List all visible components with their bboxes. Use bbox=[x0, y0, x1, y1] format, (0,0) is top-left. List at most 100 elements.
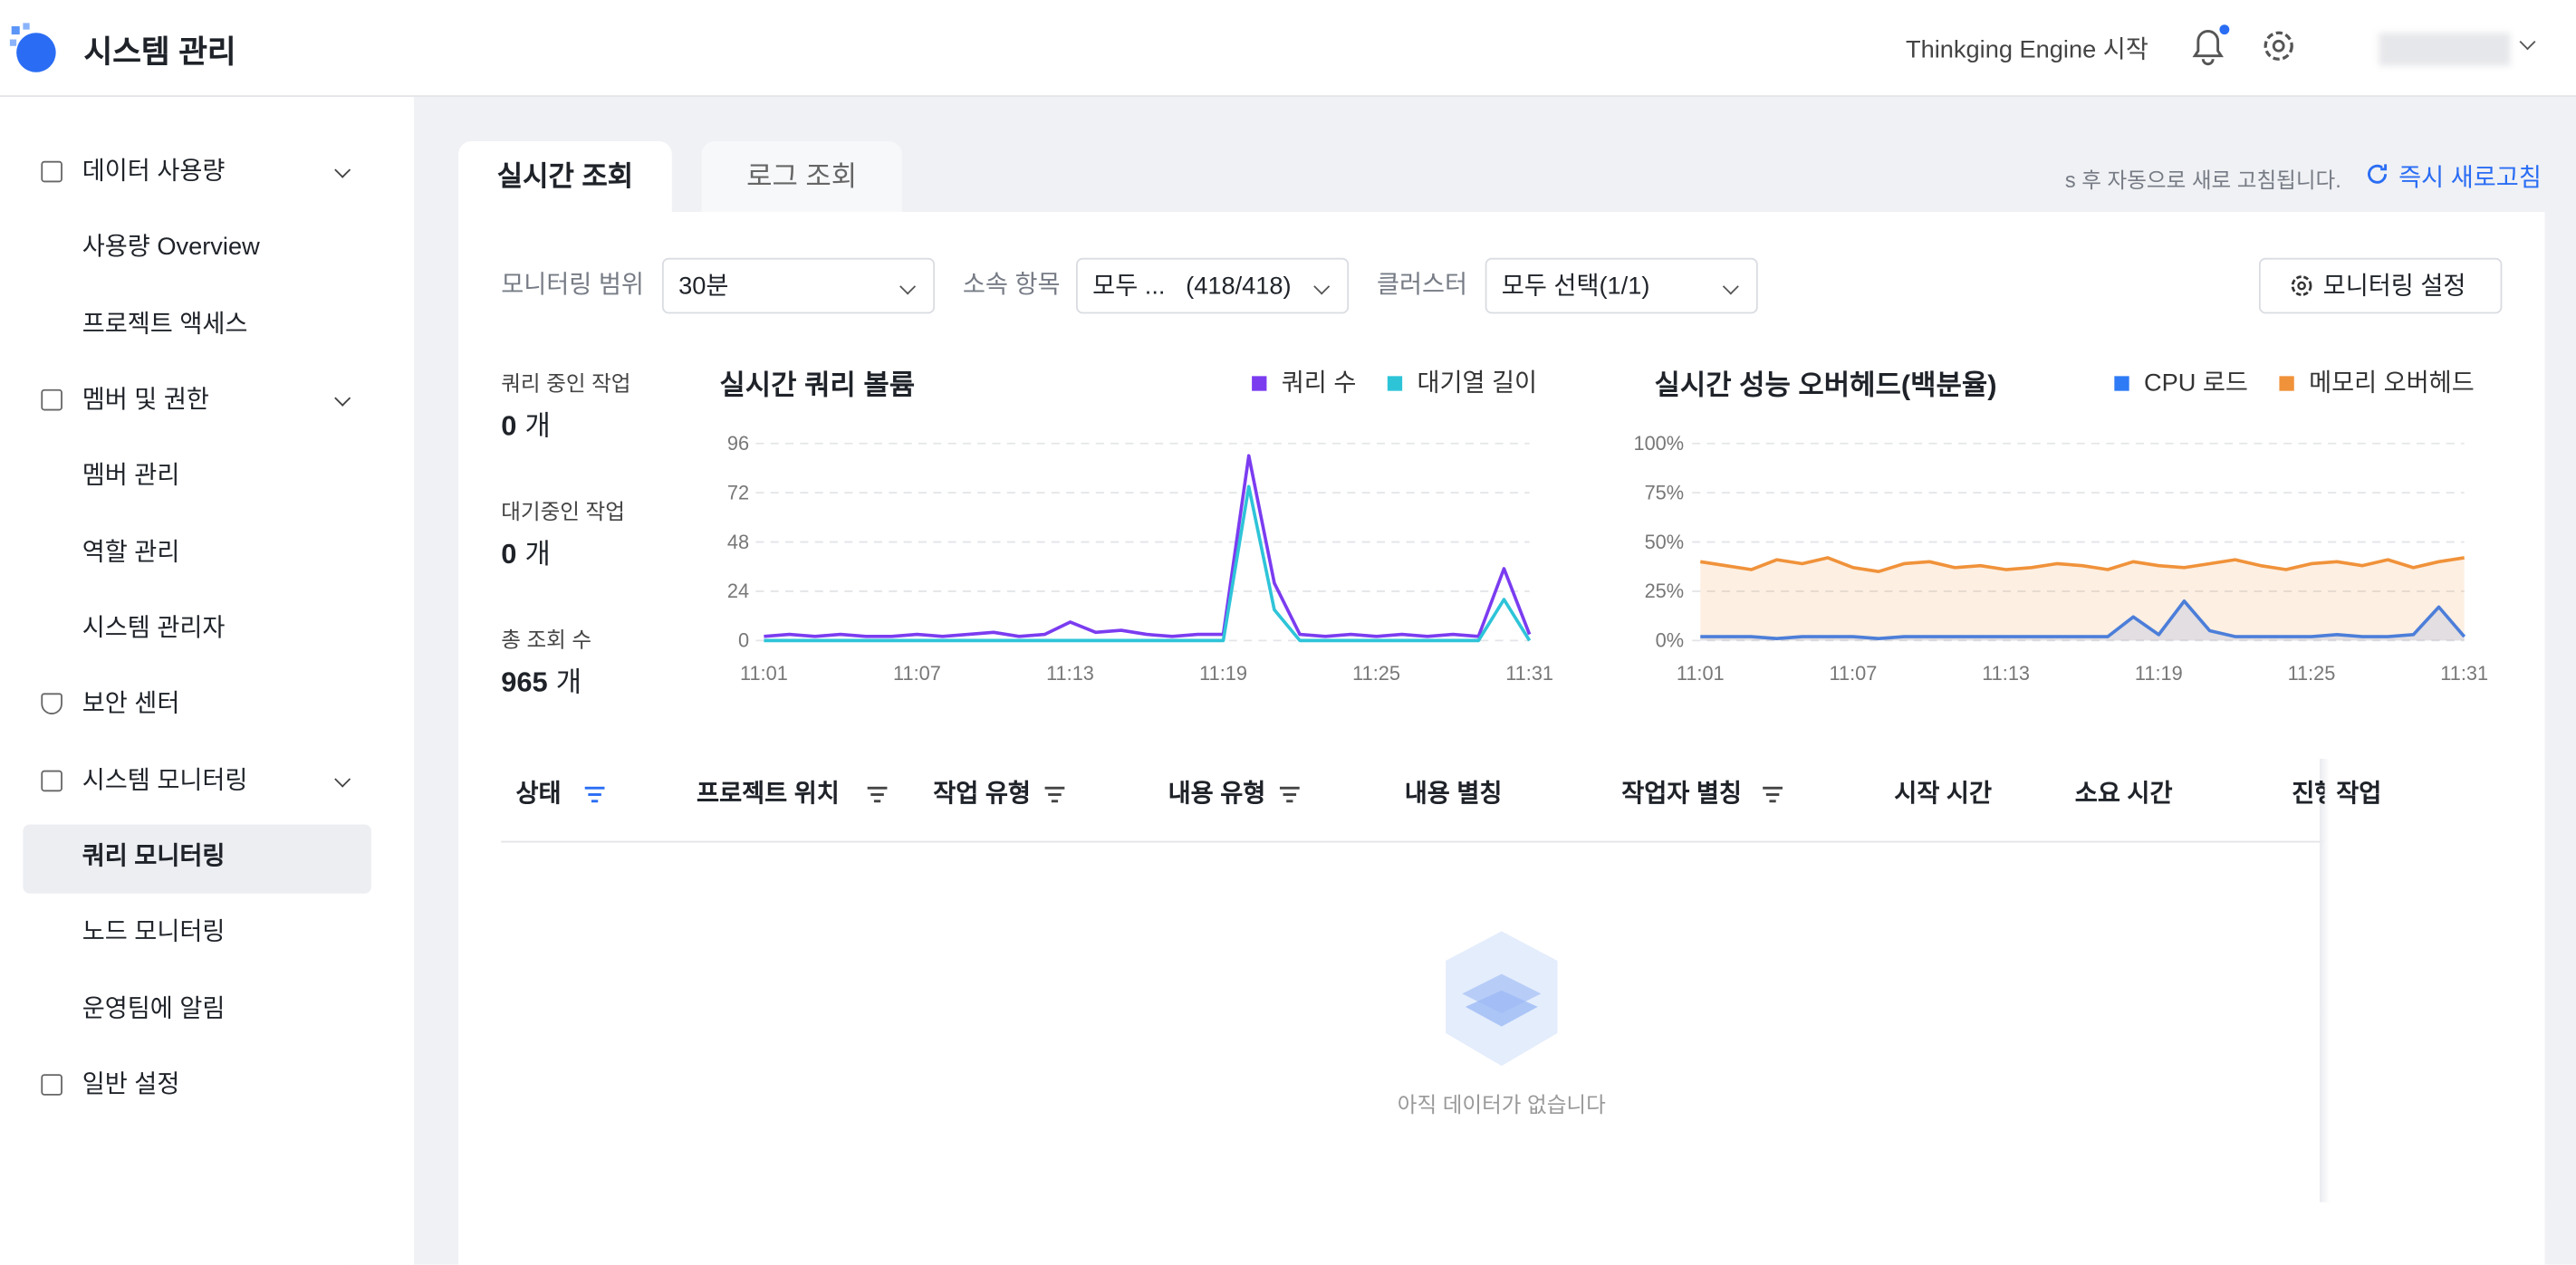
nav-item[interactable]: 쿼리 모니터링 bbox=[82, 842, 226, 871]
nav-item[interactable]: 멤버 및 권한 bbox=[82, 386, 209, 415]
area bbox=[1700, 557, 2465, 641]
y-tick-label: 96 bbox=[727, 432, 749, 455]
filter-value: 30분 bbox=[678, 273, 729, 301]
line bbox=[764, 484, 1532, 643]
y-tick-label: 0 bbox=[738, 629, 749, 652]
column-header: 내용 유형 bbox=[1168, 780, 1266, 809]
legend-swatch bbox=[1387, 376, 1403, 391]
column-header: 작업자 별칭 bbox=[1621, 780, 1742, 809]
stat-unit: 개 bbox=[555, 666, 582, 698]
filter-label: 모니터링 범위 bbox=[501, 271, 644, 300]
nav-item[interactable]: 멤버 관리 bbox=[82, 462, 180, 491]
table-divider bbox=[501, 840, 2501, 843]
y-tick-label: 75% bbox=[1645, 481, 1685, 503]
filter-select[interactable]: 모두 선택(1/1) bbox=[1485, 257, 1758, 314]
filter-value: 모두 ... (418/418) bbox=[1092, 273, 1292, 301]
refresh-icon[interactable] bbox=[2364, 161, 2390, 187]
column-header: 내용 별칭 bbox=[1404, 780, 1503, 809]
stat-unit: 개 bbox=[524, 410, 551, 442]
app-title: 시스템 관리 bbox=[83, 35, 236, 71]
nav-icon-sliders bbox=[41, 1074, 62, 1096]
empty-text: 아직 데이터가 없습니다 bbox=[1397, 1092, 1606, 1117]
logo bbox=[9, 23, 56, 72]
nav-item[interactable]: 프로젝트 액세스 bbox=[82, 310, 248, 339]
column-header: 상태 bbox=[515, 780, 562, 809]
filter-icon[interactable] bbox=[1044, 786, 1065, 803]
tab[interactable]: 로그 조회 bbox=[701, 140, 902, 212]
x-tick-label: 11:13 bbox=[1046, 662, 1094, 685]
tab-active[interactable]: 실시간 조회 bbox=[458, 140, 672, 212]
stat-value: 965 bbox=[501, 666, 548, 698]
x-tick-label: 11:19 bbox=[2135, 662, 2183, 685]
x-tick-label: 11:01 bbox=[740, 662, 788, 685]
filter-icon[interactable] bbox=[1279, 786, 1300, 803]
column-header: 작업 유형 bbox=[933, 780, 1031, 809]
card bbox=[458, 211, 2545, 1265]
y-tick-label: 24 bbox=[727, 580, 749, 602]
nav-item[interactable]: 일반 설정 bbox=[82, 1070, 180, 1099]
nav-item[interactable]: 운영팀에 알림 bbox=[82, 994, 226, 1023]
column-header: 작업 bbox=[2336, 780, 2382, 809]
sidebar bbox=[0, 97, 415, 1265]
stat-unit: 개 bbox=[524, 538, 551, 570]
filter-icon[interactable] bbox=[584, 786, 605, 803]
line bbox=[1700, 599, 2466, 641]
refresh-button[interactable]: 즉시 새로고침 bbox=[2398, 164, 2542, 193]
refresh-note: s 후 자동으로 새로 고침됩니다. bbox=[2064, 168, 2341, 193]
settings-icon[interactable] bbox=[2259, 26, 2299, 66]
nav-item[interactable]: 시스템 관리자 bbox=[82, 614, 226, 643]
legend-label: 메모리 오버헤드 bbox=[2309, 369, 2475, 397]
chart-title: 실시간 쿼리 볼륨 bbox=[719, 369, 915, 400]
nav-item[interactable]: 시스템 모니터링 bbox=[82, 766, 248, 795]
nav-item[interactable]: 사용량 Overview bbox=[82, 234, 260, 262]
x-tick-label: 11:01 bbox=[1677, 662, 1725, 685]
empty-icon bbox=[1446, 931, 1558, 1067]
stat-value: 0 bbox=[501, 410, 517, 442]
nav-item[interactable]: 노드 모니터링 bbox=[82, 918, 226, 947]
filter-select[interactable]: 모두 ... (418/418) bbox=[1076, 257, 1350, 314]
settings-button[interactable]: 모니터링 설정 bbox=[2258, 257, 2503, 314]
stat-label: 쿼리 중인 작업 bbox=[501, 370, 631, 397]
legend-swatch bbox=[1252, 376, 1267, 391]
filter-label: 클러스터 bbox=[1376, 271, 1468, 300]
user-name[interactable] bbox=[2379, 33, 2511, 66]
stat-row: 965 개 bbox=[501, 658, 582, 699]
filter-label: 소속 항목 bbox=[962, 271, 1061, 300]
x-tick-label: 11:19 bbox=[1199, 662, 1247, 685]
engine-link[interactable]: Thinkging Engine 시작 bbox=[1905, 35, 2148, 64]
sticky-column bbox=[2320, 758, 2545, 1203]
legend-label: 대기열 길이 bbox=[1417, 369, 1537, 397]
nav-item[interactable]: 보안 센터 bbox=[82, 690, 180, 719]
y-tick-label: 50% bbox=[1645, 531, 1685, 553]
y-tick-label: 72 bbox=[727, 481, 749, 503]
chart-title: 실시간 성능 오버헤드(백분율) bbox=[1654, 369, 1996, 400]
nav-item[interactable]: 역할 관리 bbox=[82, 538, 180, 567]
nav-icon-shield bbox=[41, 693, 62, 715]
bell-icon[interactable] bbox=[2185, 23, 2231, 69]
nav-icon-book bbox=[41, 160, 62, 183]
y-tick-label: 0% bbox=[1656, 629, 1684, 652]
gear-icon bbox=[2291, 275, 2312, 296]
x-tick-label: 11:13 bbox=[1982, 662, 2030, 685]
filter-icon[interactable] bbox=[1763, 786, 1783, 803]
x-tick-label: 11:25 bbox=[2288, 662, 2336, 685]
filter-value: 모두 선택(1/1) bbox=[1501, 273, 1650, 301]
stat-value: 0 bbox=[501, 538, 517, 570]
x-tick-label: 11:07 bbox=[893, 662, 941, 685]
filter-select[interactable]: 30분 bbox=[661, 257, 936, 314]
column-header: 프로젝트 위치 bbox=[697, 780, 840, 809]
legend-swatch bbox=[2114, 376, 2129, 391]
legend-swatch bbox=[2279, 376, 2294, 391]
legend-label: 쿼리 수 bbox=[1282, 369, 1357, 397]
legend-label: CPU 로드 bbox=[2144, 369, 2248, 397]
y-tick-label: 48 bbox=[727, 531, 749, 553]
x-tick-label: 11:25 bbox=[1352, 662, 1400, 685]
nav-item[interactable]: 데이터 사용량 bbox=[82, 158, 226, 186]
column-header: 소요 시간 bbox=[2074, 780, 2173, 809]
x-tick-label: 11:31 bbox=[1505, 662, 1553, 685]
stat-label: 대기중인 작업 bbox=[501, 499, 625, 524]
filter-icon[interactable] bbox=[867, 786, 888, 803]
